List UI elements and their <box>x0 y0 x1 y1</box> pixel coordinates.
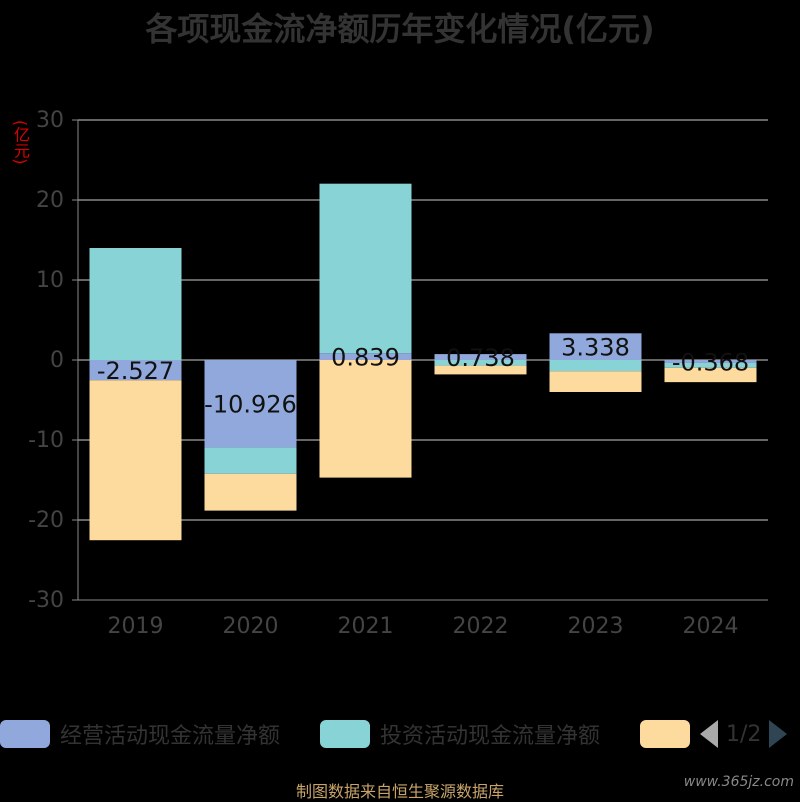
bar-series0-2022 <box>434 354 527 360</box>
bar-series0-2021 <box>319 353 412 360</box>
data-label-2021: 0.839 <box>331 344 400 372</box>
y-tick-label: -20 <box>28 508 64 533</box>
legend-swatch-financing <box>640 720 690 748</box>
legend-pager: 1/2 <box>700 712 800 756</box>
x-tick-label: 2019 <box>108 614 164 639</box>
data-label-2019: -2.527 <box>97 357 174 385</box>
bar-series1-2021 <box>319 183 412 354</box>
source-footer: 制图数据来自恒生聚源数据库 <box>295 782 504 801</box>
page-indicator: 1/2 <box>726 721 762 747</box>
bar-series0-2023 <box>549 333 642 360</box>
x-tick-label: 2021 <box>338 614 394 639</box>
stacked-bar-chart: 30 20 10 0 -10 -20 -30 2019 2020 2021 2022 2023 2024… <box>28 108 768 639</box>
x-tick-label: 2023 <box>568 614 624 639</box>
prev-page-icon[interactable] <box>700 720 718 748</box>
next-page-icon[interactable] <box>769 720 788 748</box>
watermark: www.365jz.com <box>683 774 794 790</box>
y-tick-label: -30 <box>28 588 64 613</box>
data-label-2023: 3.338 <box>561 334 630 362</box>
bar-series2-2024 <box>664 367 757 383</box>
bar-series2-2021 <box>319 360 412 478</box>
y-tick-label: 30 <box>36 108 64 133</box>
bar-series1-2023 <box>549 360 642 372</box>
x-tick-label: 2022 <box>453 614 509 639</box>
data-label-2022: 0.738 <box>446 344 515 372</box>
bar-series2-2023 <box>549 371 642 392</box>
bar-series0-2019 <box>89 360 182 381</box>
bar-series0-2024 <box>664 360 757 363</box>
legend-label-operating: 经营活动现金流量净额 <box>60 724 281 749</box>
legend-item-financing[interactable] <box>640 712 700 756</box>
legend-swatch-investing <box>320 720 370 748</box>
bar-series1-2020 <box>204 447 297 474</box>
y-tick-label: -10 <box>28 428 64 453</box>
bar-series2-2019 <box>89 380 182 541</box>
chart-title: 各项现金流净额历年变化情况(亿元) <box>145 10 655 48</box>
bar-series1-2022 <box>434 360 527 366</box>
legend-item-operating[interactable]: 经营活动现金流量净额 <box>0 712 280 756</box>
bar-series0-2020 <box>204 360 297 448</box>
y-axis-unit-label: (亿元) <box>11 120 30 165</box>
bar-series1-2019 <box>89 248 182 360</box>
bar-series2-2020 <box>204 473 297 511</box>
y-tick-label: 10 <box>36 268 64 293</box>
x-tick-label: 2020 <box>223 614 279 639</box>
legend-label-investing: 投资活动现金流量净额 <box>380 724 601 749</box>
data-label-2020: -10.926 <box>204 391 297 419</box>
legend-swatch-operating <box>0 720 50 748</box>
bar-series1-2024 <box>664 362 757 368</box>
x-tick-label: 2024 <box>683 614 739 639</box>
legend: 经营活动现金流量净额 投资活动现金流量净额 <box>0 712 800 756</box>
bar-series2-2022 <box>434 365 527 375</box>
y-tick-label: 20 <box>36 188 64 213</box>
data-label-2024: -0.368 <box>672 348 749 376</box>
y-tick-label: 0 <box>50 348 64 373</box>
legend-item-investing[interactable]: 投资活动现金流量净额 <box>320 712 600 756</box>
